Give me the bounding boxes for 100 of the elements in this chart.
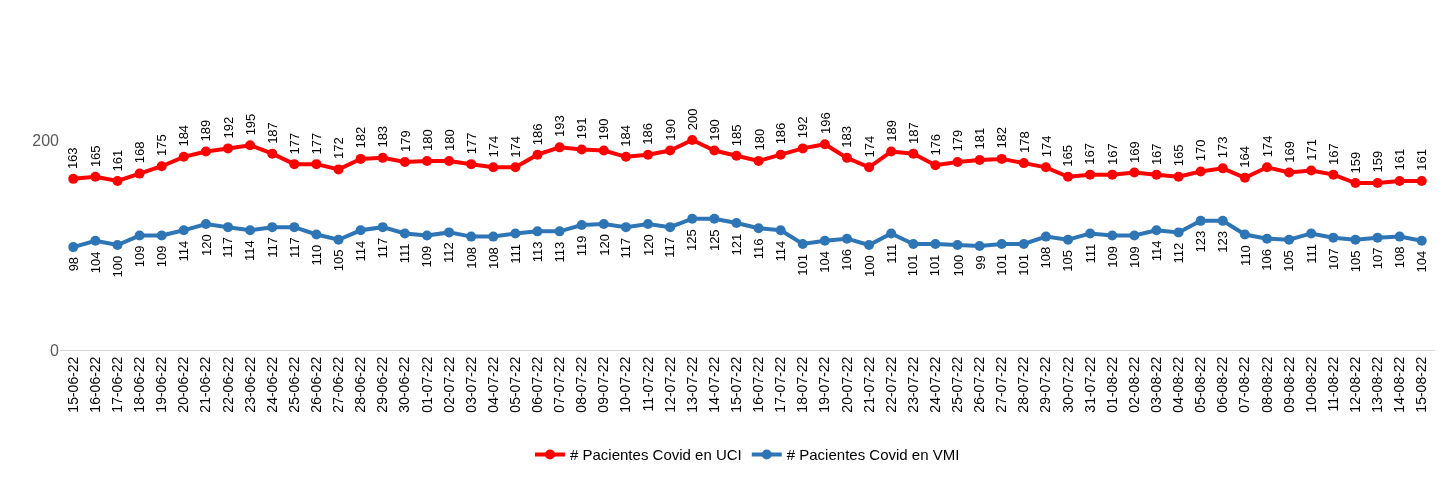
data-label: 109 [154, 245, 170, 268]
x-tick-label: 09-08-22 [1280, 356, 1297, 413]
data-label: 174 [508, 135, 524, 158]
data-label: 181 [971, 127, 987, 150]
data-label: 114 [772, 240, 788, 262]
x-tick-label: 26-07-22 [971, 356, 988, 413]
data-label: 111 [883, 243, 899, 264]
data-label: 189 [883, 120, 899, 142]
x-tick-label: 27-06-22 [330, 356, 347, 413]
data-label: 120 [198, 234, 214, 256]
data-label: 105 [330, 249, 346, 272]
x-tick-label: 13-07-22 [683, 356, 700, 413]
data-label: 117 [375, 237, 391, 259]
data-label: 114 [242, 240, 258, 261]
data-label: 110 [309, 244, 325, 266]
x-tick-label: 16-07-22 [750, 356, 767, 413]
data-label: 168 [131, 141, 147, 164]
data-label: 109 [132, 245, 148, 268]
data-label: 117 [662, 237, 678, 258]
x-tick-label: 08-07-22 [573, 356, 590, 413]
data-label: 189 [198, 119, 214, 142]
data-label: 171 [1303, 138, 1319, 161]
data-label: 176 [928, 133, 944, 156]
x-tick-label: 11-08-22 [1324, 356, 1341, 412]
data-label: 186 [640, 123, 656, 145]
data-label: 200 [685, 108, 701, 131]
x-tick-label: 18-07-22 [794, 356, 811, 413]
x-tick-label: 04-08-22 [1170, 356, 1187, 413]
x-tick-label: 01-08-22 [1103, 356, 1120, 413]
x-tick-label: 24-06-22 [263, 356, 280, 413]
data-label: 165 [87, 145, 103, 168]
x-tick-label: 16-06-22 [86, 356, 103, 413]
data-label: 111 [507, 244, 523, 264]
data-label: 193 [552, 115, 568, 137]
data-label: 105 [1347, 250, 1363, 273]
data-label: 169 [1281, 140, 1297, 163]
data-label: 165 [1060, 145, 1076, 167]
data-label: 107 [1325, 248, 1341, 270]
x-tick-label: 18-06-22 [131, 356, 148, 413]
data-label: 111 [1303, 243, 1319, 264]
x-tick-label: 10-07-22 [617, 356, 634, 413]
data-label: 161 [1391, 148, 1407, 171]
data-label: 177 [287, 132, 303, 155]
data-label: 101 [794, 254, 810, 276]
data-label: 177 [464, 132, 480, 155]
data-label: 117 [220, 236, 236, 258]
data-label: 185 [728, 124, 744, 147]
x-tick-label: 30-06-22 [396, 356, 413, 413]
data-label: 98 [66, 256, 82, 272]
data-label: 125 [706, 229, 722, 252]
data-label: 108 [463, 247, 479, 269]
data-label: 190 [662, 118, 678, 141]
x-tick-label: 07-07-22 [551, 356, 568, 413]
x-tick-label: 22-07-22 [882, 356, 899, 413]
data-label: 117 [286, 237, 302, 258]
data-label: 192 [795, 116, 811, 139]
data-label: 190 [706, 119, 722, 141]
x-tick-label: 14-07-22 [705, 356, 722, 413]
data-label: 187 [905, 122, 921, 144]
data-label: 101 [1015, 254, 1031, 276]
data-label: 106 [1259, 248, 1275, 271]
x-tick-label: 03-07-22 [462, 356, 479, 413]
data-label: 184 [618, 125, 634, 147]
data-label: 109 [1104, 246, 1120, 268]
x-tick-label: 17-07-22 [772, 356, 789, 413]
data-label: 108 [485, 247, 501, 269]
data-label: 114 [352, 240, 368, 262]
x-tick-label: 20-07-22 [838, 356, 855, 413]
x-tick-label: 12-08-22 [1346, 356, 1363, 413]
data-label: 170 [1193, 139, 1209, 162]
x-tick-label: 20-06-22 [175, 356, 192, 413]
data-label: 180 [442, 129, 458, 152]
data-label: 112 [1170, 242, 1186, 264]
data-label: 117 [264, 237, 280, 258]
data-label: 186 [772, 122, 788, 145]
data-label: 111 [397, 243, 413, 264]
x-tick-label: 10-08-22 [1302, 356, 1319, 413]
data-label: 190 [596, 118, 612, 141]
x-tick-label: 25-07-22 [949, 356, 966, 413]
x-tick-label: 19-07-22 [816, 356, 833, 413]
data-label: 174 [1259, 135, 1275, 158]
data-label: 105 [1060, 250, 1076, 272]
x-tick-label: 02-08-22 [1125, 356, 1142, 413]
data-label: 183 [839, 126, 855, 148]
x-tick-label: 21-06-22 [197, 356, 214, 413]
data-label: 161 [1413, 148, 1429, 171]
data-label: 105 [1281, 250, 1297, 272]
data-label: 187 [264, 122, 280, 144]
data-label: 174 [485, 135, 501, 158]
data-label: 182 [352, 126, 368, 149]
x-tick-label: 11-07-22 [639, 356, 656, 412]
x-tick-label: 05-07-22 [506, 356, 523, 413]
data-label: 184 [175, 124, 191, 147]
x-tick-label: 30-07-22 [1059, 356, 1076, 413]
data-label: 169 [1126, 141, 1142, 163]
x-tick-label: 25-06-22 [285, 356, 302, 413]
data-label: 120 [641, 234, 657, 257]
data-label: 111 [1082, 243, 1098, 264]
data-label: 125 [684, 229, 700, 251]
data-label: 179 [397, 130, 413, 152]
